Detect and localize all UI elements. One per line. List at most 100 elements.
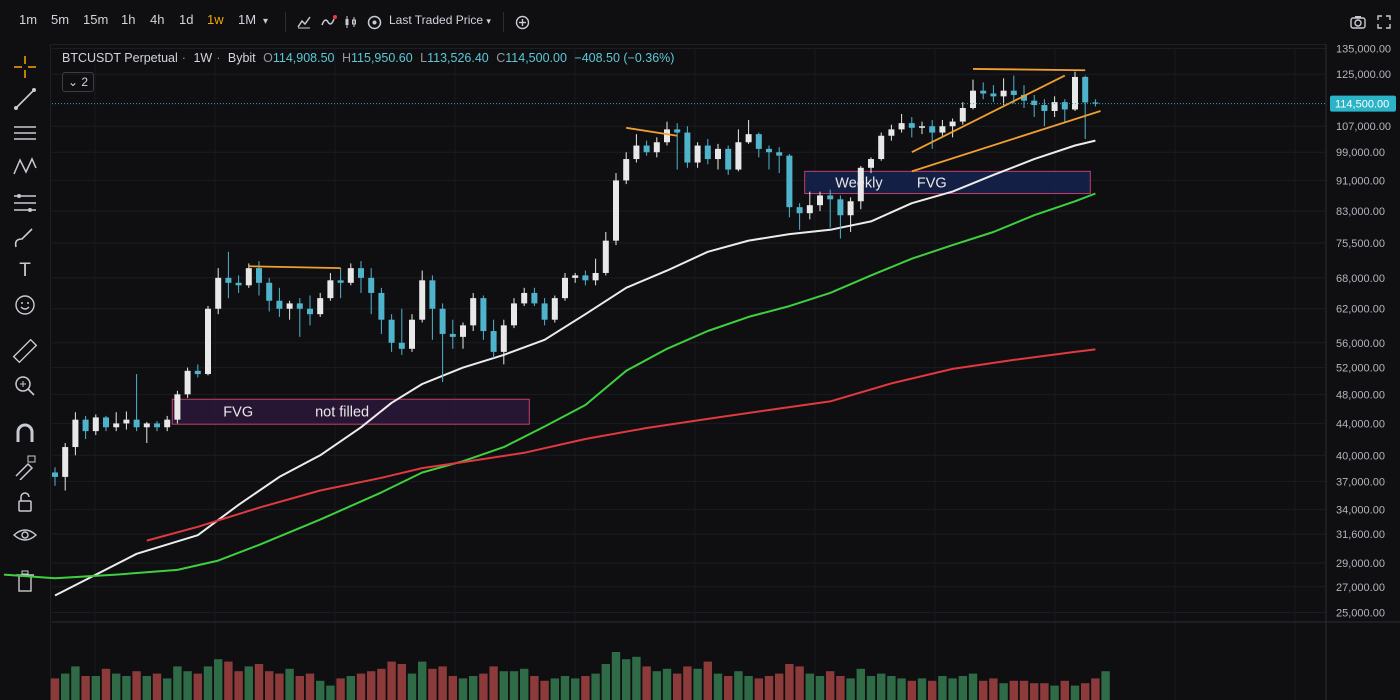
candle-body <box>1051 102 1058 111</box>
volume-bar <box>254 664 264 700</box>
brush-icon[interactable] <box>10 225 40 251</box>
volume-bar <box>285 668 294 700</box>
trendline-icon[interactable] <box>10 86 40 112</box>
fullscreen-icon[interactable] <box>1377 15 1391 29</box>
timeframe-15m[interactable]: 15m <box>83 12 109 27</box>
timeframe-1M[interactable]: 1M <box>238 12 257 27</box>
chart-type-icon[interactable] <box>297 15 311 29</box>
candle-body <box>908 123 915 128</box>
volume-bar <box>305 673 315 700</box>
candle-body <box>449 333 456 337</box>
price-source-icon[interactable] <box>367 15 382 30</box>
pattern-icon[interactable] <box>10 154 40 180</box>
candle-body <box>398 342 405 349</box>
y-tick-label: 37,000.00 <box>1336 476 1385 488</box>
last-price-badge <box>1330 95 1396 112</box>
trend-line <box>911 110 1101 173</box>
volume-bar <box>377 668 386 700</box>
candle-body <box>715 148 721 160</box>
price-source-dropdown[interactable]: Last Traded Price ▾ <box>389 13 491 27</box>
candle-body <box>857 167 864 202</box>
volume-layer: 1.5 M 1 M 500 K <box>50 623 1365 700</box>
camera-icon[interactable] <box>1350 15 1366 29</box>
y-tick-label: 75,500.00 <box>1336 238 1385 250</box>
replay-icon[interactable] <box>344 15 358 29</box>
timeframe-1h[interactable]: 1h <box>121 12 136 27</box>
y-tick-label: 48,000.00 <box>1336 389 1385 401</box>
candle-body <box>113 423 120 428</box>
lock-icon[interactable] <box>10 489 40 515</box>
volume-bar <box>673 673 682 700</box>
timeframe-5m[interactable]: 5m <box>51 12 70 27</box>
crosshair-icon[interactable] <box>10 54 40 80</box>
candle-body <box>194 370 201 375</box>
candle-body <box>541 303 548 320</box>
indicators-icon[interactable] <box>320 14 338 30</box>
last-price-label: 114,500.00 <box>1335 99 1389 111</box>
indicator-toggle[interactable]: ⌄ 2 <box>62 72 94 92</box>
add-symbol-icon[interactable] <box>515 15 530 30</box>
volume-bar <box>785 664 794 700</box>
volume-bar <box>652 671 661 700</box>
magnet-icon[interactable] <box>10 420 40 446</box>
candle-body <box>215 277 222 309</box>
candle-body <box>898 123 905 130</box>
close-label: C <box>496 51 506 65</box>
volume-bar <box>815 676 825 700</box>
emoji-icon[interactable] <box>10 292 40 318</box>
price-axis: 135,000.00 125,000.00 107,000.00 99,000.00 9… <box>52 44 1400 700</box>
zoom-in-icon[interactable] <box>10 372 40 398</box>
trash-icon[interactable] <box>10 568 40 594</box>
exchange: Bybit <box>227 51 256 65</box>
candle-body <box>1000 90 1007 97</box>
y-tick-label: 25,000.00 <box>1336 608 1385 620</box>
volume-bar <box>866 676 876 700</box>
volume-bar <box>214 659 223 700</box>
horizontal-lines-icon[interactable] <box>10 120 40 146</box>
symbol-name[interactable]: BTCUSDT Perpetual <box>62 51 178 65</box>
volume-bar <box>50 678 60 700</box>
candle-body <box>378 292 385 320</box>
timeframe-1m[interactable]: 1m <box>19 12 38 27</box>
y-tick-label: 29,000.00 <box>1336 558 1385 570</box>
ruler-icon[interactable] <box>10 338 40 364</box>
volume-bar <box>112 673 121 700</box>
high-label: H <box>342 51 352 65</box>
candle-body <box>990 93 997 97</box>
candle-body <box>980 90 987 94</box>
candle-body <box>1092 102 1099 104</box>
candle-body <box>796 207 803 214</box>
weekly-fvg-zone <box>804 170 1091 195</box>
volume-bar <box>203 666 213 700</box>
candle-body <box>52 472 58 477</box>
timeframe-1d[interactable]: 1d <box>179 12 194 27</box>
volume-bar <box>754 678 763 700</box>
candle-body <box>949 121 956 127</box>
volume-bar <box>407 673 417 700</box>
candle-body <box>959 107 966 122</box>
timeframe-dropdown-icon[interactable]: ▾ <box>263 16 269 27</box>
volume-bar <box>489 666 498 700</box>
candle-body <box>653 142 660 153</box>
eye-icon[interactable] <box>10 522 40 548</box>
volume-bar <box>917 678 927 700</box>
volume-bar <box>458 678 468 700</box>
timeframe-4h[interactable]: 4h <box>150 12 165 27</box>
volume-bar <box>713 673 723 700</box>
candle-body <box>1072 76 1078 110</box>
candle-body <box>1082 76 1089 103</box>
lock-drawing-icon[interactable] <box>10 454 40 480</box>
candles-layer <box>52 71 1099 491</box>
volume-bar <box>509 671 519 700</box>
y-tick-label: 44,000.00 <box>1336 418 1385 430</box>
text-icon[interactable]: T <box>19 260 31 281</box>
volume-bar <box>1050 685 1059 700</box>
trend-line <box>911 74 1066 154</box>
weekly-fvg-label2: FVG <box>917 175 947 191</box>
fib-icon[interactable] <box>10 190 40 216</box>
timeframe-1w[interactable]: 1w <box>207 12 224 27</box>
volume-bar <box>948 678 957 700</box>
low-value: 113,526.40 <box>427 51 489 65</box>
volume-bar <box>928 680 937 700</box>
